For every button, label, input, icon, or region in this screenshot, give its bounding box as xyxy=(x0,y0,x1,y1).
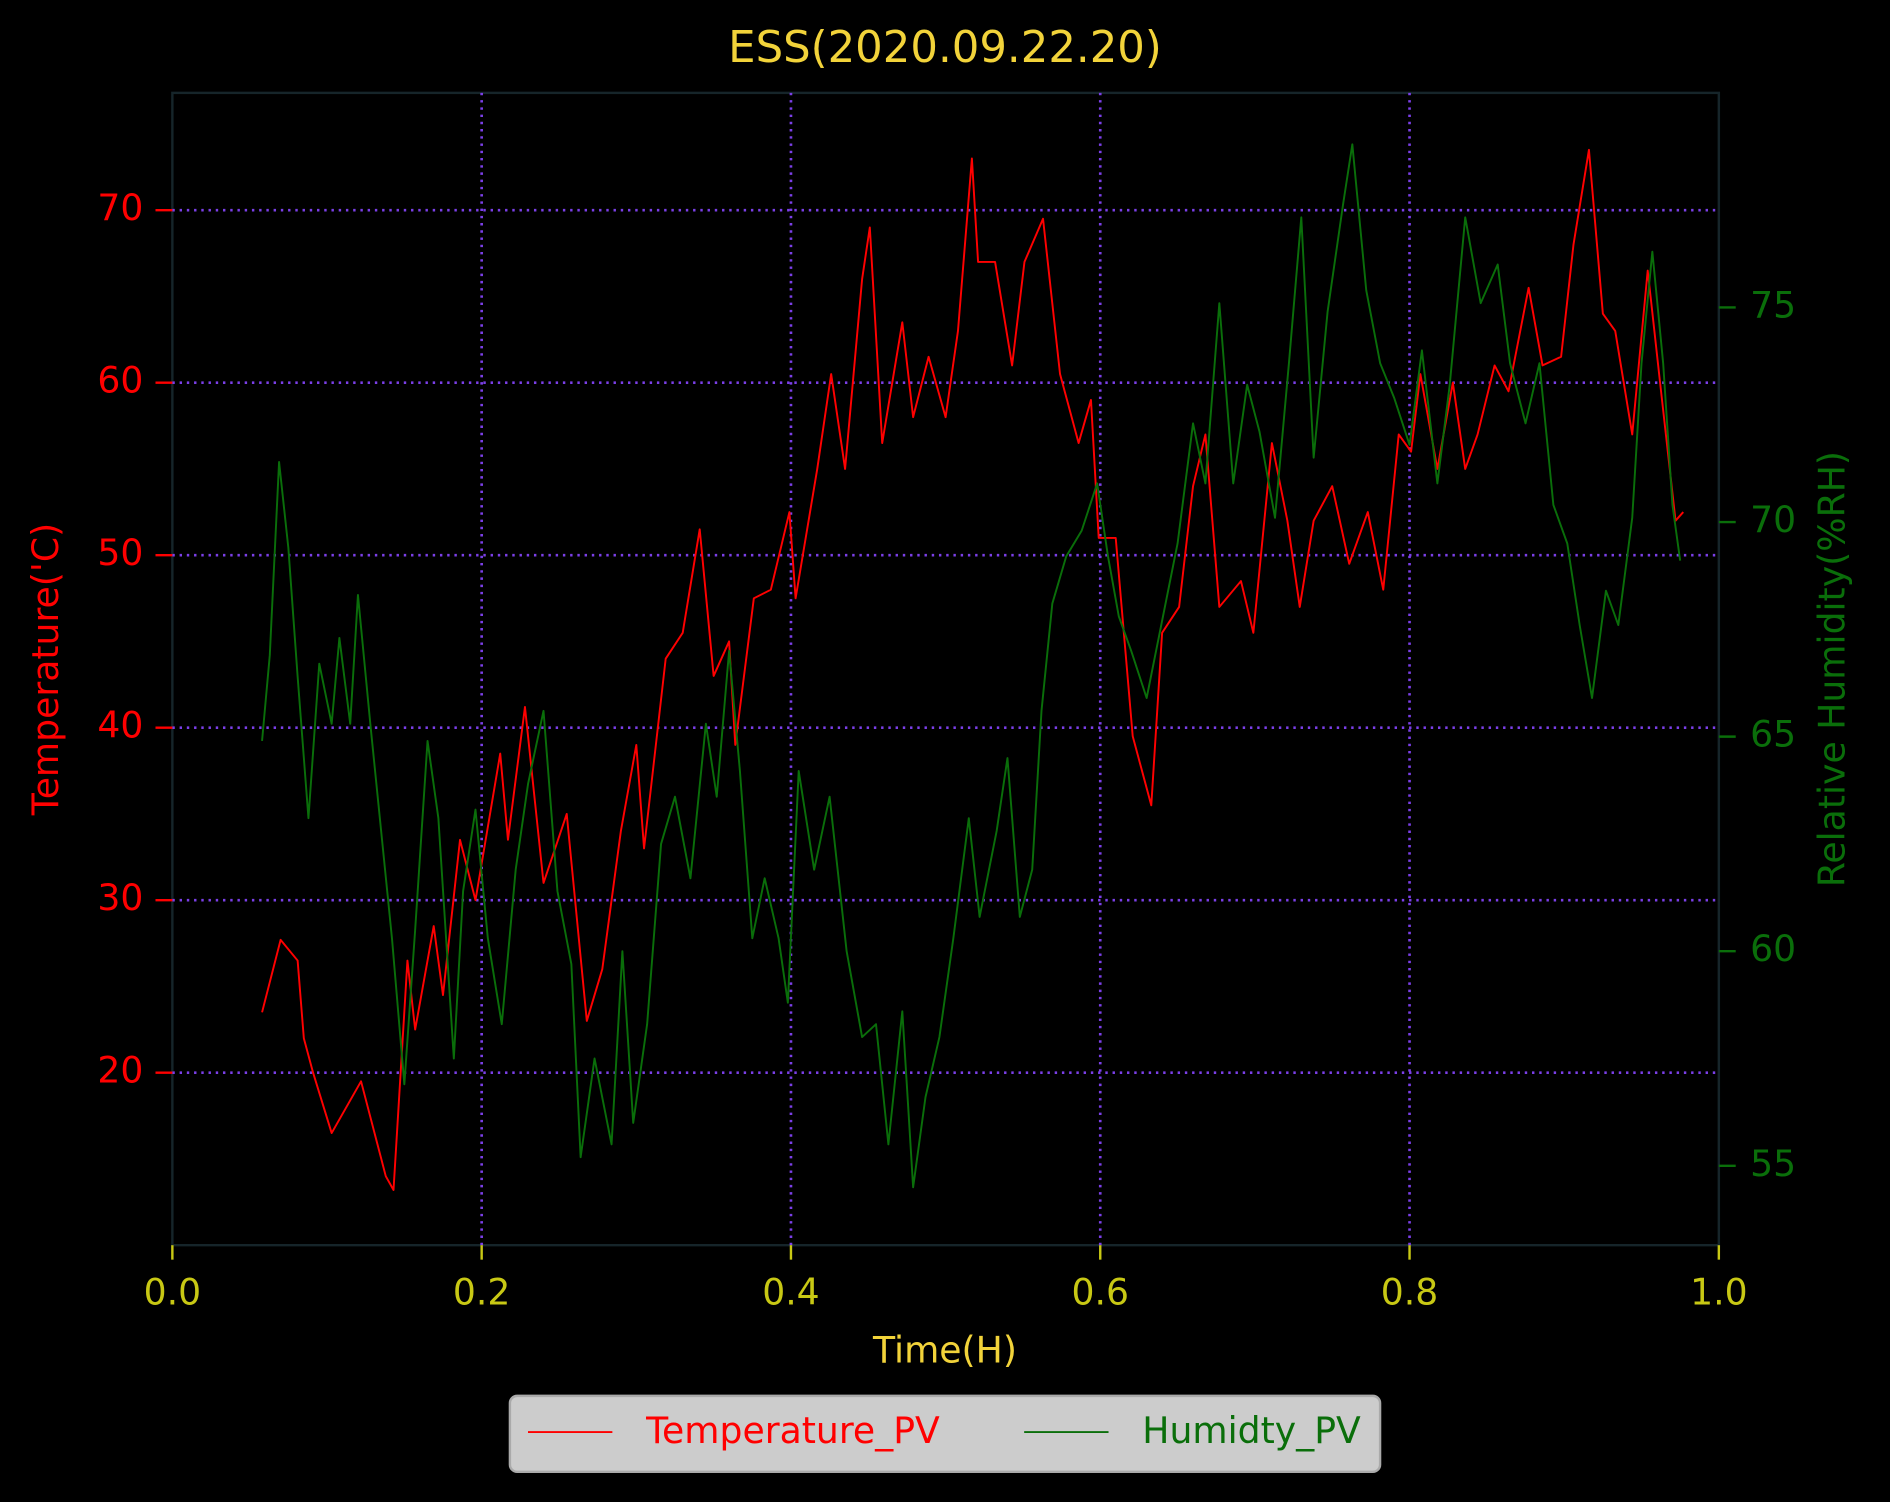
x-axis-label: Time(H) xyxy=(872,1328,1017,1371)
y2-tick-label: 55 xyxy=(1750,1142,1796,1185)
x-tick-label: 1.0 xyxy=(1690,1271,1748,1314)
y2-tick-label: 60 xyxy=(1750,927,1796,970)
x-tick-label: 0.4 xyxy=(762,1271,820,1314)
x-tick-label: 0.6 xyxy=(1071,1271,1129,1314)
series-line xyxy=(261,143,1682,1189)
y-tick-label: 20 xyxy=(97,1049,143,1092)
x-tick-label: 0.8 xyxy=(1381,1271,1439,1314)
chart-title: ESS(2020.09.22.20) xyxy=(728,23,1162,73)
legend-label: Temperature_PV xyxy=(645,1409,940,1452)
legend-box xyxy=(508,1394,1382,1474)
legend: Temperature_PV Humidty_PV xyxy=(508,1394,1382,1474)
legend-label: Humidty_PV xyxy=(1142,1409,1361,1452)
y-tick-label: 70 xyxy=(97,186,143,229)
y2-tick-label: 65 xyxy=(1750,713,1796,756)
y-tick-label: 50 xyxy=(97,531,143,574)
y2-axis-label: Relative Humidity(%RH) xyxy=(1811,451,1854,887)
y-tick-label: 30 xyxy=(97,876,143,919)
series-line xyxy=(261,148,1684,1191)
plot-frame xyxy=(171,91,1721,1247)
x-tick-label: 0.0 xyxy=(144,1271,202,1314)
y-tick-label: 40 xyxy=(97,704,143,747)
x-tick-label: 0.2 xyxy=(453,1271,511,1314)
y2-tick-label: 75 xyxy=(1750,283,1796,326)
y-tick-label: 60 xyxy=(97,359,143,402)
y-axis-label: Temperature('C) xyxy=(24,523,67,816)
y2-tick-label: 70 xyxy=(1750,498,1796,541)
